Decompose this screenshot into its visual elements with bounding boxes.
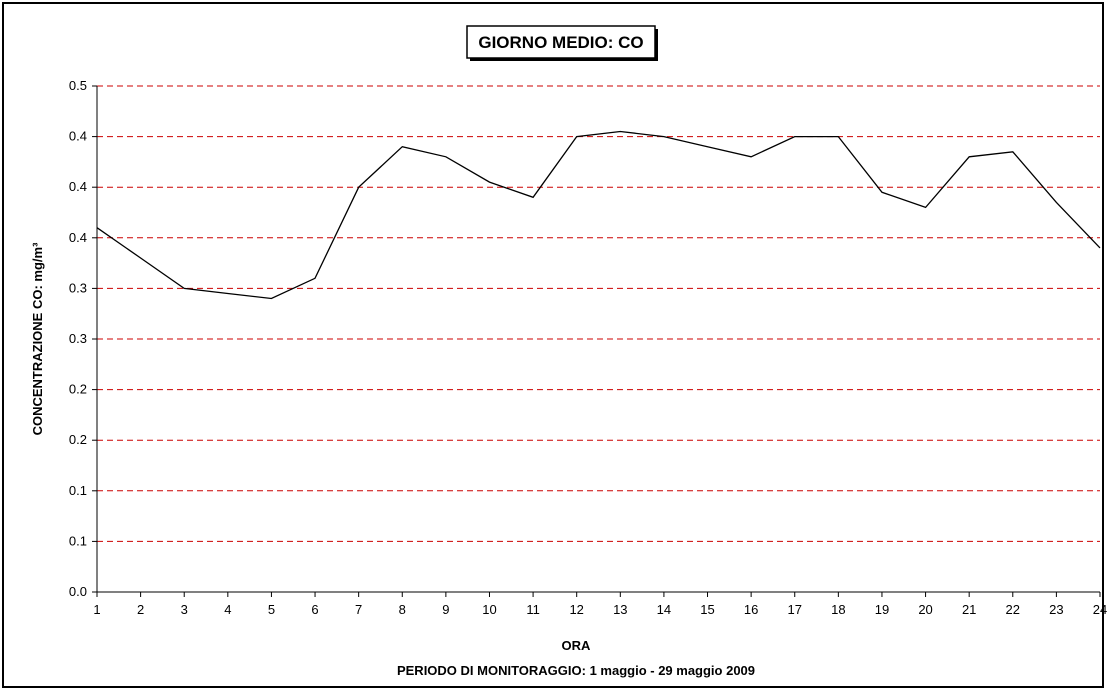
x-tick-label: 22 (1006, 602, 1020, 617)
y-tick-label: 0.5 (69, 78, 87, 93)
x-tick-label: 19 (875, 602, 889, 617)
x-tick-label: 10 (482, 602, 496, 617)
y-tick-label: 0.2 (69, 382, 87, 397)
x-tick-label: 23 (1049, 602, 1063, 617)
y-tick-label: 0.4 (69, 129, 87, 144)
series-lines (96, 130, 1101, 300)
x-tick-label: 7 (355, 602, 362, 617)
x-tick-label: 12 (569, 602, 583, 617)
x-tick-label: 2 (137, 602, 144, 617)
x-tick-label: 13 (613, 602, 627, 617)
gridlines (97, 85, 1100, 542)
y-tick-labels: 0.0 0.1 0.1 0.2 0.2 0.3 0.3 0.4 0.4 0.4 0.5 (69, 78, 87, 599)
x-tick-label: 1 (93, 602, 100, 617)
y-tick-label: 0.1 (69, 533, 87, 548)
y-tick-label: 0.1 (69, 483, 87, 498)
y-tick-label: 0.4 (69, 179, 87, 194)
chart-title-shadow (470, 58, 658, 61)
y-tick-label: 0.3 (69, 280, 87, 295)
chart-title: GIORNO MEDIO: CO (478, 33, 643, 52)
y-tick-label: 0.2 (69, 432, 87, 447)
x-axis-title: ORA (562, 638, 592, 653)
x-tick-label: 3 (181, 602, 188, 617)
x-tick-label: 14 (657, 602, 671, 617)
y-tick-label: 0.4 (69, 230, 87, 245)
x-tick-label: 11 (526, 602, 540, 617)
x-tick-label: 15 (700, 602, 714, 617)
x-tick-labels: 1 2 3 4 5 6 7 8 9 10 11 12 13 14 15 16 17 18 19 20 21 22 23 24 (93, 602, 1107, 617)
x-tick-label: 20 (918, 602, 932, 617)
x-tick-label: 24 (1093, 602, 1107, 617)
monitoring-period-subtitle: PERIODO DI MONITORAGGIO: 1 maggio - 29 m… (397, 663, 755, 678)
x-tick-label: 4 (224, 602, 231, 617)
y-tick-label: 0.0 (69, 584, 87, 599)
y-axis-title: CONCENTRAZIONE CO: mg/m³ (30, 242, 45, 436)
axes (92, 85, 1101, 597)
x-tick-label: 5 (268, 602, 275, 617)
x-tick-label: 21 (962, 602, 976, 617)
x-tick-label: 17 (788, 602, 802, 617)
x-tick-label: 9 (442, 602, 449, 617)
series-line (96, 130, 1101, 300)
x-tick-label: 8 (399, 602, 406, 617)
x-tick-label: 16 (744, 602, 758, 617)
x-tick-label: 18 (831, 602, 845, 617)
y-tick-label: 0.3 (69, 331, 87, 346)
x-tick-label: 6 (311, 602, 318, 617)
chart-title-shadow-side (655, 29, 658, 61)
